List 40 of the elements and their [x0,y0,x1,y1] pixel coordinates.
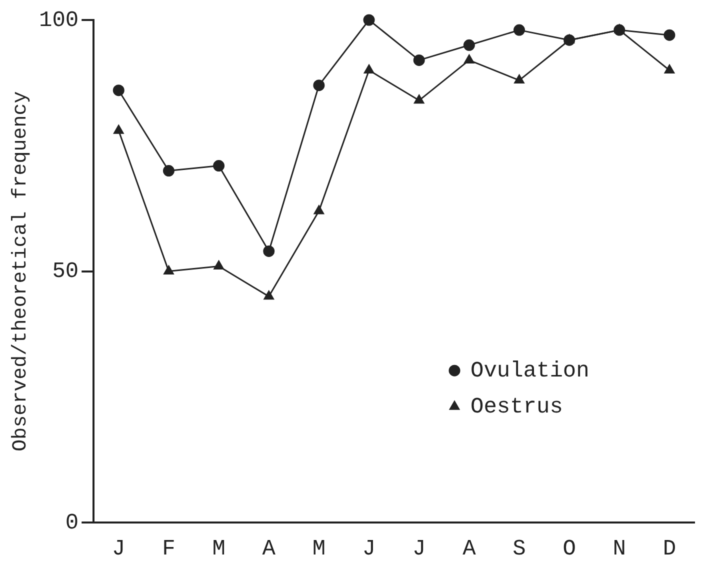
point [414,94,424,104]
point [464,54,474,64]
x-tick-label: S [512,536,526,562]
point [364,64,374,74]
point [263,245,275,257]
point [214,260,224,270]
legend-label: Oestrus [470,394,563,420]
point [264,290,274,300]
point [314,205,324,214]
x-tick-label: F [162,536,176,562]
x-tick-label: J [112,536,126,562]
x-tick-label: N [612,536,626,562]
x-tick-label: J [412,536,426,562]
x-tick-label: M [212,536,226,562]
y-tick-label: 0 [65,510,79,536]
point [513,24,525,36]
y-axis-title: Observed/theoretical frequency [9,91,32,452]
point [112,84,124,96]
point [164,266,174,275]
point [664,29,676,41]
point [313,80,325,92]
x-tick-label: A [462,536,477,562]
x-tick-label: D [662,536,676,562]
point [162,165,174,177]
x-tick-label: M [312,536,326,562]
point [463,39,475,51]
x-tick-label: A [262,536,276,562]
y-tick-label: 100 [38,8,79,33]
point [114,124,124,134]
point [363,14,375,26]
point [213,160,225,172]
x-tick-label: J [362,536,376,562]
x-tick-label: O [562,536,576,562]
y-tick-label: 50 [52,259,79,284]
point [614,24,626,36]
point [514,74,524,84]
point [413,54,425,66]
point [664,64,675,74]
point [564,34,576,46]
legend-label: Ovulation [470,358,590,384]
